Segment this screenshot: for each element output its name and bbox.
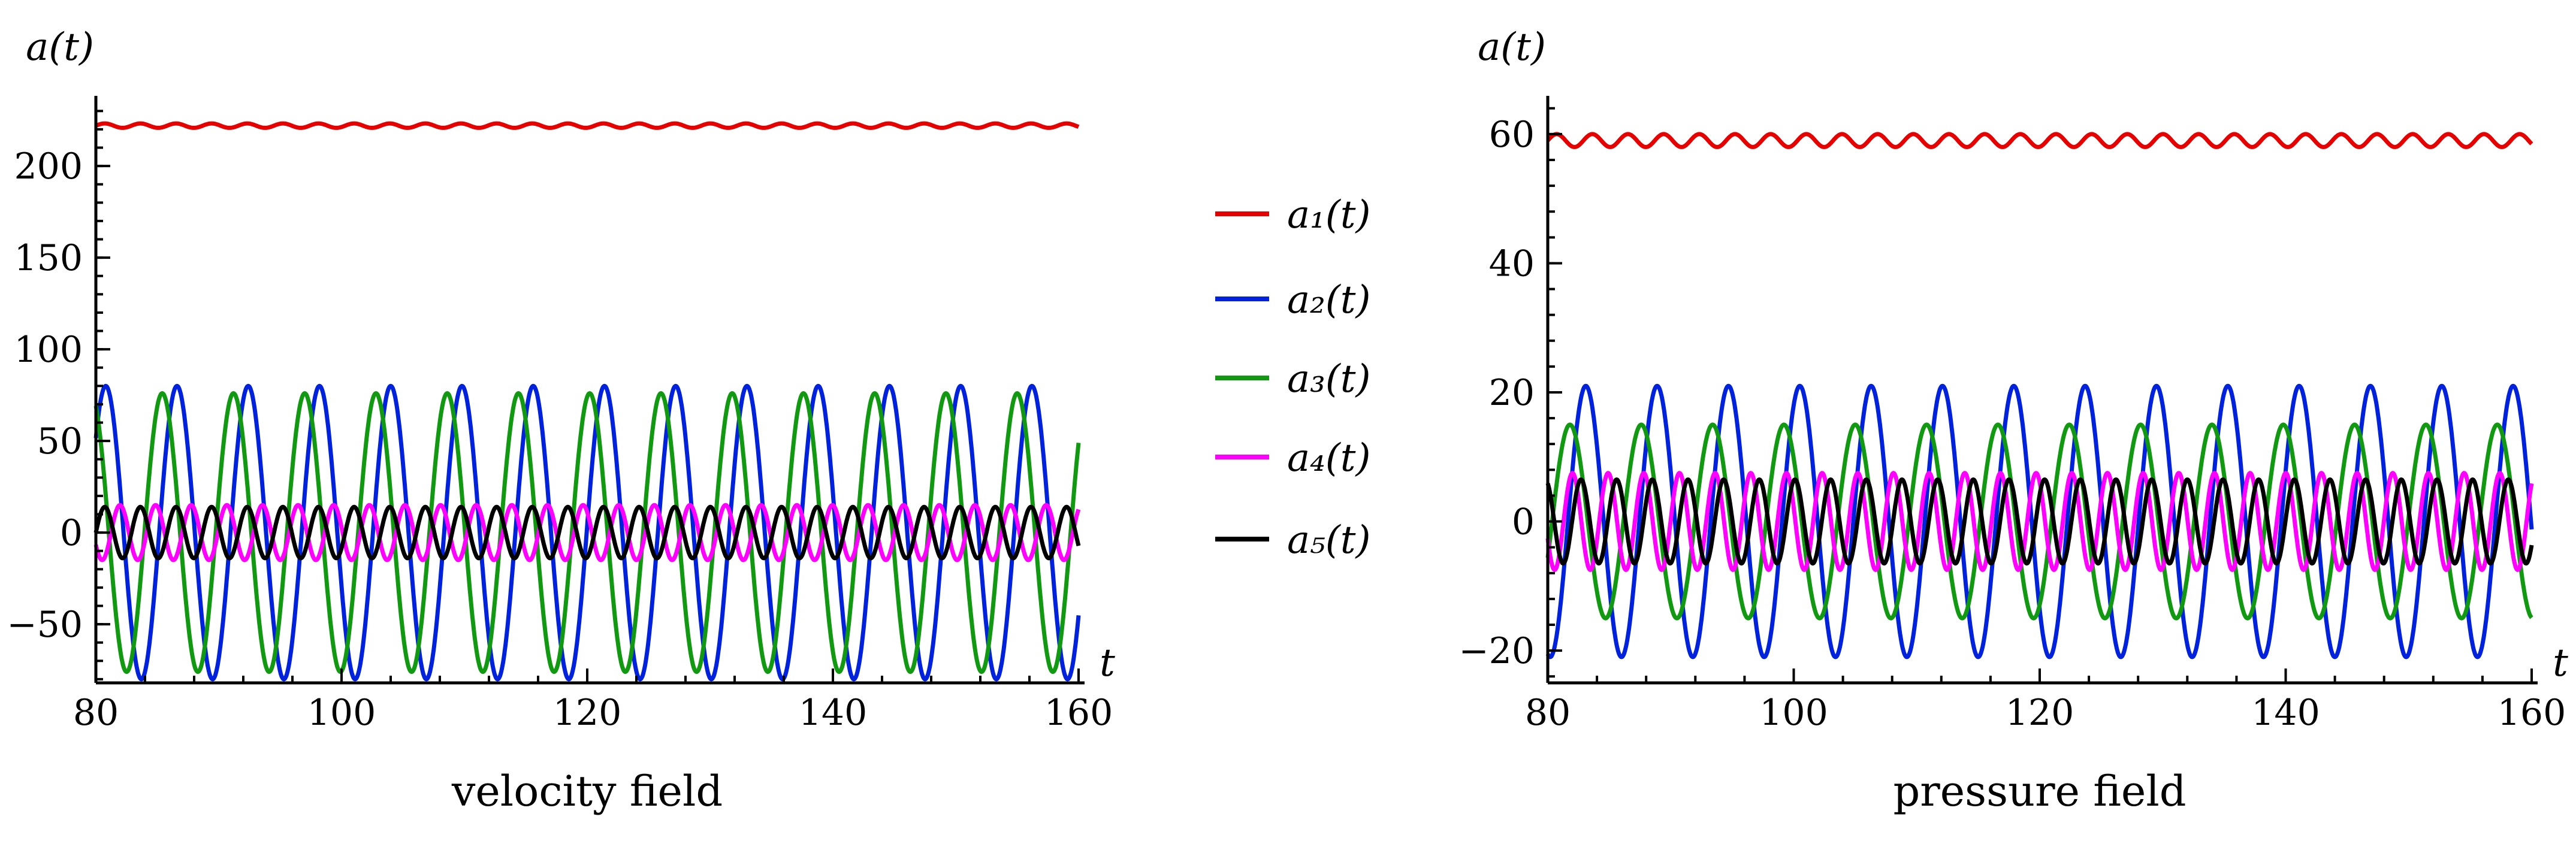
legend-label-a2: a₂(t) xyxy=(1287,278,1370,322)
pressure-x-axis-label: t xyxy=(2553,641,2568,685)
legend-label-a3: a₃(t) xyxy=(1287,357,1370,401)
legend-label-a1: a₁(t) xyxy=(1287,193,1370,237)
pressure-x-tick-label: 100 xyxy=(1759,692,1828,734)
velocity-x-tick-label: 100 xyxy=(307,692,376,734)
velocity-panel: 80 100 120 140 160 −50 0 50 100 150 200 a(t) t veloci… xyxy=(7,25,1115,816)
pressure-caption: pressure field xyxy=(1893,767,2186,816)
pressure-y-tick-label: 0 xyxy=(1512,501,1535,543)
velocity-x-tick-label: 140 xyxy=(799,692,868,734)
velocity-x-tick-label: 80 xyxy=(73,692,119,734)
pressure-y-tick-label: 40 xyxy=(1489,243,1535,285)
pressure-series-a1 xyxy=(1546,132,2533,149)
velocity-series-group xyxy=(93,121,1081,682)
velocity-caption: velocity field xyxy=(451,767,723,816)
velocity-y-tick-label: 100 xyxy=(14,329,83,371)
velocity-series-a2 xyxy=(93,383,1081,682)
velocity-series-a5 xyxy=(93,504,1081,561)
velocity-y-tick-label: 50 xyxy=(37,421,83,462)
legend-item-a3: a₃(t) xyxy=(1215,357,1370,401)
legend-label-a5: a₅(t) xyxy=(1287,518,1370,562)
velocity-x-tick-label: 160 xyxy=(1044,692,1113,734)
velocity-x-tick-label: 120 xyxy=(553,692,622,734)
pressure-x-tick-label: 80 xyxy=(1525,692,1571,734)
velocity-y-tick-label: −50 xyxy=(7,604,83,646)
pressure-y-tick-label: 20 xyxy=(1489,372,1535,414)
velocity-y-tick-label: 0 xyxy=(60,512,83,554)
pressure-panel: 80 100 120 140 160 −20 0 20 40 60 a(t) t pressure fi… xyxy=(1458,25,2568,816)
pressure-series-group xyxy=(1545,132,2534,660)
legend-item-a1: a₁(t) xyxy=(1215,193,1370,237)
legend-label-a4: a₄(t) xyxy=(1287,436,1370,480)
legend-item-a2: a₂(t) xyxy=(1215,278,1370,322)
pressure-x-tick-label: 120 xyxy=(2006,692,2074,734)
velocity-y-axis-label: a(t) xyxy=(26,25,94,69)
pressure-y-tick-label: 60 xyxy=(1489,114,1535,156)
velocity-y-tick-label: 150 xyxy=(14,237,83,279)
legend-item-a4: a₄(t) xyxy=(1215,436,1370,480)
pressure-y-tick-label: −20 xyxy=(1458,630,1535,672)
pressure-x-tick-label: 160 xyxy=(2498,692,2566,734)
velocity-series-a3 xyxy=(93,391,1081,674)
pressure-y-axis-label: a(t) xyxy=(1478,25,1546,69)
pressure-x-tick-label: 140 xyxy=(2251,692,2320,734)
pressure-series-a5 xyxy=(1545,477,2534,566)
velocity-x-axis-label: t xyxy=(1100,641,1115,685)
velocity-y-tick-label: 200 xyxy=(14,146,83,187)
legend: a₁(t) a₂(t) a₃(t) a₄(t) a₅(t) xyxy=(1215,193,1370,562)
legend-item-a5: a₅(t) xyxy=(1215,518,1370,562)
velocity-series-a1 xyxy=(94,121,1080,130)
pressure-series-a4 xyxy=(1545,471,2534,572)
